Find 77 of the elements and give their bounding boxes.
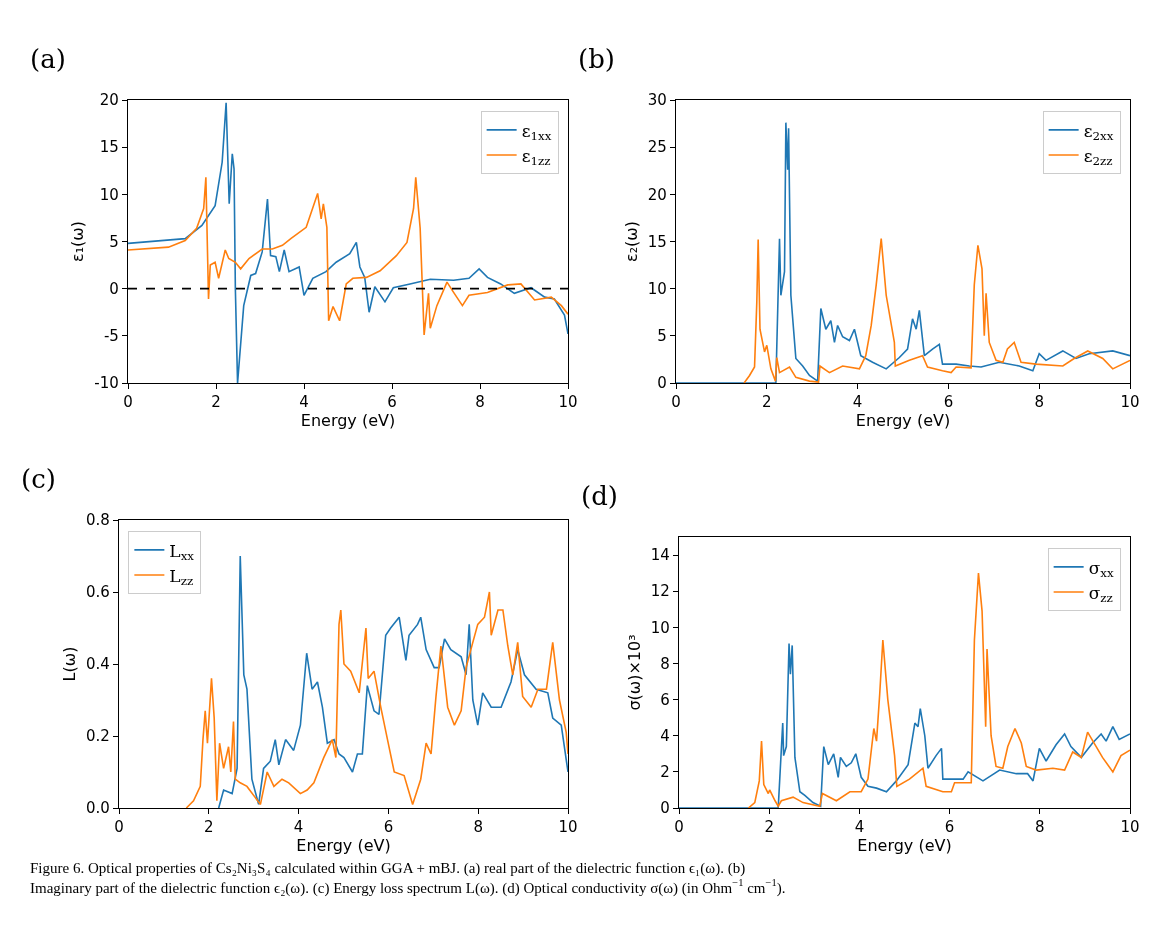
- x-tick-label: 2: [211, 393, 221, 412]
- y-tick-label: 20: [99, 91, 119, 110]
- legend-label: ε$_{1zz}$: [521, 145, 551, 169]
- line-series: [217, 555, 568, 808]
- y-tick-label: -5: [103, 327, 119, 346]
- y-tick-label: 15: [99, 138, 119, 157]
- y-tick-label: 14: [650, 546, 670, 565]
- y-tick-label: 0.4: [85, 655, 110, 674]
- x-tick-label: 0: [674, 818, 684, 837]
- y-axis-title: ε₁(ω): [68, 221, 88, 262]
- x-tick-label: 10: [1120, 393, 1140, 412]
- legend-label: σ$_{xx}$: [1088, 557, 1114, 581]
- y-tick-label: 10: [99, 185, 119, 204]
- x-tick-label: 8: [1035, 818, 1045, 837]
- y-tick-label: 25: [647, 138, 667, 157]
- line-series: [747, 572, 1130, 808]
- x-tick-label: 8: [473, 818, 483, 837]
- y-axis-title: σ(ω)×10³: [624, 634, 644, 711]
- x-tick-label: 6: [387, 393, 397, 412]
- y-tick-label: 2: [660, 763, 670, 782]
- y-tick-label: 5: [109, 232, 119, 251]
- caption: Figure 6. Optical properties of Cs₂Ni₃S₄ calculated within GGA + mBJ. (a) real part of the dielectric function ϵ₁(ω). (b) Imaginary part of the dielectric function ϵ₂(ω). (c) Energy loss spectrum L(ω). (d) Optical conductivity σ(ω) (in Ohm$^{−1}$ cm$^{−1}$).: [30, 860, 786, 897]
- y-tick-label: 5: [657, 327, 667, 346]
- y-tick-label: -10: [94, 374, 119, 393]
- text: (b): [578, 44, 615, 74]
- x-tick-label: 10: [558, 393, 578, 412]
- y-tick-label: 15: [647, 232, 667, 251]
- x-tick-label: 10: [1120, 818, 1140, 837]
- y-tick-label: 10: [647, 279, 667, 298]
- legend-label: ε$_{2xx}$: [1083, 120, 1114, 144]
- y-axis-title: ε₂(ω): [621, 221, 641, 262]
- x-tick-label: 2: [764, 818, 774, 837]
- y-tick-label: 30: [647, 91, 667, 110]
- legend-label: ε$_{1xx}$: [521, 120, 552, 144]
- text: (a): [30, 44, 66, 74]
- x-tick-label: 2: [762, 393, 772, 412]
- y-tick-label: 0.2: [85, 727, 110, 746]
- y-tick-label: 10: [650, 618, 670, 637]
- y-tick-label: 12: [650, 582, 670, 601]
- y-tick-label: 20: [647, 185, 667, 204]
- x-tick-label: 6: [943, 393, 954, 412]
- text: (d): [581, 481, 618, 511]
- y-axis-title: L(ω): [59, 646, 79, 682]
- line-series: [676, 121, 1130, 383]
- x-tick-label: 0: [123, 393, 133, 412]
- line-series: [679, 642, 1130, 808]
- legend-label: ε$_{2zz}$: [1083, 145, 1113, 169]
- y-tick-label: 4: [660, 726, 670, 745]
- line-series: [743, 237, 1130, 383]
- x-axis-title: Energy (eV): [296, 836, 391, 856]
- x-tick-label: 8: [1034, 393, 1044, 412]
- x-axis-title: Energy (eV): [300, 411, 396, 431]
- y-tick-label: 6: [660, 690, 670, 709]
- x-axis-title: Energy (eV): [857, 836, 952, 856]
- legend-label: L$_{zz}$: [169, 565, 194, 589]
- text: (c): [21, 464, 56, 494]
- x-tick-label: 2: [204, 818, 214, 837]
- x-tick-label: 6: [944, 818, 955, 837]
- x-axis-title: Energy (eV): [855, 411, 951, 431]
- x-tick-label: 4: [299, 393, 309, 412]
- legend-label: L$_{xx}$: [169, 540, 195, 564]
- x-tick-label: 4: [854, 818, 865, 837]
- x-tick-label: 8: [475, 393, 485, 412]
- x-tick-label: 4: [852, 393, 863, 412]
- y-tick-label: 0: [660, 799, 670, 818]
- x-tick-label: 10: [558, 818, 578, 837]
- x-tick-label: 4: [293, 818, 304, 837]
- y-tick-label: 8: [660, 654, 670, 673]
- y-tick-label: 0.0: [85, 799, 110, 818]
- y-tick-label: 0: [109, 279, 119, 298]
- legend-label: σ$_{zz}$: [1088, 582, 1113, 606]
- y-tick-label: 0.6: [85, 583, 110, 602]
- line-series: [185, 591, 568, 808]
- x-tick-label: 6: [383, 818, 394, 837]
- line-series: [128, 176, 568, 336]
- y-tick-label: 0.8: [85, 511, 110, 530]
- y-tick-label: 0: [657, 374, 667, 393]
